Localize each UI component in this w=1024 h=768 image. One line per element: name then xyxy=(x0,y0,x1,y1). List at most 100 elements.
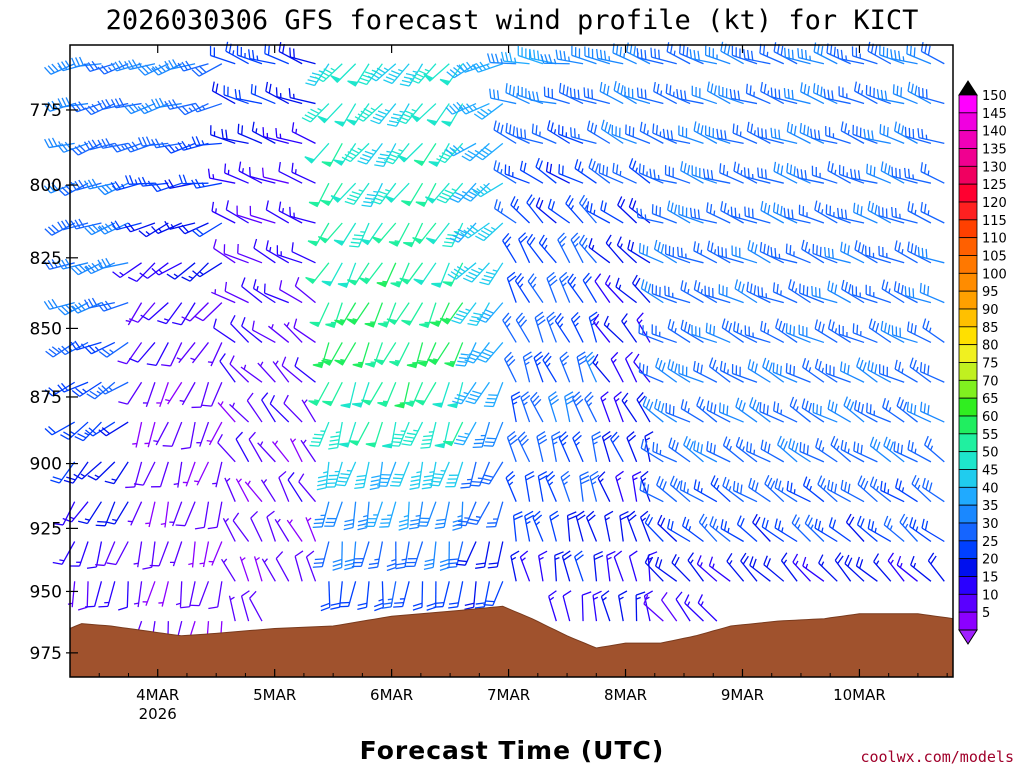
wind-barb xyxy=(665,403,691,423)
wind-barb xyxy=(571,45,597,65)
wind-barb xyxy=(412,581,424,611)
wind-barb xyxy=(442,262,464,287)
colorbar-label: 130 xyxy=(982,160,1007,175)
wind-barb xyxy=(854,81,878,105)
wind-barb xyxy=(269,394,290,423)
wind-barb xyxy=(761,517,785,543)
wind-barb xyxy=(851,285,878,304)
wind-barb xyxy=(760,200,785,224)
wind-barb xyxy=(863,128,891,145)
wind-barb xyxy=(236,205,263,224)
wind-barb xyxy=(890,49,918,65)
wind-barb xyxy=(124,141,156,153)
wind-barb xyxy=(346,103,370,126)
wind-barb xyxy=(920,162,945,184)
wind-barb xyxy=(643,594,664,622)
wind-barb xyxy=(314,63,343,83)
wind-barb xyxy=(486,501,504,528)
wind-barb xyxy=(696,396,718,423)
wind-barb xyxy=(818,554,838,582)
wind-barb xyxy=(867,200,892,224)
wind-barb xyxy=(677,246,704,264)
wind-barb xyxy=(547,391,560,423)
credit-text: coolwx.com/models xyxy=(860,748,1014,766)
wind-barb xyxy=(208,541,223,566)
wind-barb xyxy=(439,541,450,572)
wind-barb xyxy=(687,552,705,582)
wind-barb xyxy=(248,49,276,65)
wind-barb xyxy=(757,167,784,184)
wind-barb xyxy=(489,88,517,105)
wind-barb xyxy=(545,161,570,184)
wind-barb xyxy=(717,246,744,264)
wind-barb xyxy=(442,222,464,248)
wind-barb xyxy=(341,142,370,163)
wind-barb xyxy=(730,206,758,224)
y-tick-label: 775 xyxy=(30,101,62,121)
wind-barb xyxy=(240,590,250,622)
wind-barb xyxy=(844,554,865,582)
wind-barb xyxy=(918,86,945,105)
wind-barb xyxy=(853,202,878,224)
wind-barb xyxy=(308,381,330,407)
wind-barb xyxy=(588,238,611,264)
wind-barb xyxy=(230,314,250,343)
wind-barb xyxy=(814,518,838,543)
wind-barb xyxy=(371,222,397,244)
wind-barb xyxy=(574,550,584,582)
wind-barb xyxy=(320,182,343,207)
wind-barb xyxy=(506,271,517,303)
colorbar-cell xyxy=(958,469,978,488)
wind-barb xyxy=(519,160,544,184)
wind-barb xyxy=(664,244,691,264)
wind-barb xyxy=(388,222,410,247)
wind-barb xyxy=(462,262,490,283)
wind-barb xyxy=(434,501,450,529)
wind-barb xyxy=(811,285,838,304)
terrain-fill xyxy=(69,605,954,678)
wind-barb xyxy=(600,119,624,144)
wind-barb xyxy=(722,436,745,463)
wind-barb xyxy=(907,81,932,105)
wind-barb xyxy=(420,421,437,449)
wind-barb xyxy=(268,324,290,343)
wind-barb xyxy=(60,421,89,440)
wind-barb xyxy=(317,222,343,244)
wind-barb xyxy=(662,128,691,145)
wind-barb xyxy=(338,421,357,448)
wind-barb xyxy=(408,501,424,530)
wind-barb xyxy=(802,476,825,503)
wind-barb xyxy=(175,501,196,527)
y-tick-label: 800 xyxy=(30,176,62,196)
wind-barb xyxy=(748,477,771,503)
wind-barb xyxy=(365,421,384,448)
wind-barb xyxy=(628,158,651,184)
wind-barb xyxy=(883,515,905,542)
wind-barb xyxy=(426,103,450,126)
wind-barb xyxy=(45,341,76,358)
wind-barb xyxy=(664,285,691,304)
wind-barb xyxy=(401,421,424,446)
wind-barb xyxy=(691,85,718,105)
wind-barb xyxy=(86,381,116,400)
wind-barb xyxy=(759,43,785,65)
wind-barb xyxy=(325,461,343,488)
wind-barb xyxy=(585,351,598,383)
wind-barb xyxy=(731,45,758,65)
wind-barb xyxy=(57,381,89,393)
colorbar-label: 5 xyxy=(982,606,990,621)
colorbar-label: 100 xyxy=(982,267,1007,282)
wind-barb xyxy=(892,84,918,105)
wind-barb xyxy=(423,63,450,82)
colorbar-label: 95 xyxy=(982,285,999,300)
colorbar-label: 115 xyxy=(982,214,1007,229)
wind-barb xyxy=(379,501,397,528)
wind-barb xyxy=(301,103,330,123)
colorbar-cell xyxy=(958,504,978,524)
wind-barb xyxy=(346,302,370,326)
wind-barb xyxy=(206,421,223,446)
wind-barb xyxy=(431,262,450,288)
wind-barb xyxy=(250,510,263,542)
wind-barb xyxy=(144,421,156,448)
wind-barb xyxy=(305,517,317,542)
